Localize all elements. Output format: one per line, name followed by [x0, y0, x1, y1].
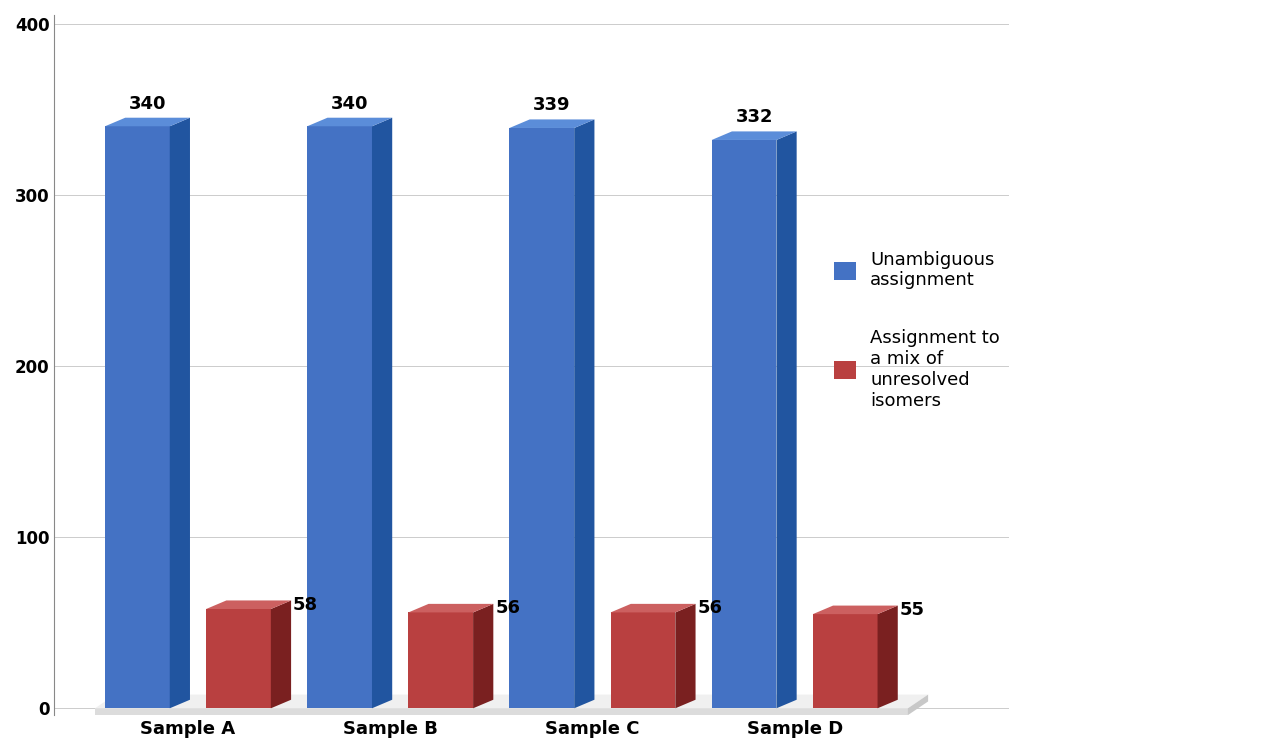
Polygon shape: [206, 600, 291, 609]
Polygon shape: [676, 604, 695, 709]
Polygon shape: [777, 132, 796, 709]
Legend: Unambiguous
assignment, Assignment to
a mix of
unresolved
isomers: Unambiguous assignment, Assignment to a …: [835, 251, 1000, 410]
Text: 340: 340: [129, 95, 166, 113]
Bar: [206, 609, 271, 709]
Polygon shape: [813, 605, 897, 614]
Polygon shape: [878, 605, 897, 709]
Polygon shape: [611, 604, 695, 612]
Polygon shape: [509, 120, 594, 128]
Text: 58: 58: [293, 596, 319, 614]
Text: 56: 56: [495, 599, 521, 617]
Polygon shape: [271, 600, 291, 709]
Polygon shape: [408, 604, 493, 612]
Bar: [307, 127, 372, 709]
Polygon shape: [575, 120, 594, 709]
Text: 56: 56: [698, 599, 723, 617]
Text: 339: 339: [534, 96, 571, 114]
Bar: [611, 612, 676, 709]
Text: 332: 332: [736, 108, 773, 127]
Polygon shape: [474, 604, 493, 709]
Bar: [712, 140, 777, 709]
Text: 340: 340: [332, 95, 369, 113]
Polygon shape: [105, 117, 189, 127]
Text: 55: 55: [900, 601, 924, 619]
Bar: [105, 127, 170, 709]
Polygon shape: [372, 117, 392, 709]
Bar: [813, 614, 878, 709]
Polygon shape: [307, 117, 392, 127]
Polygon shape: [908, 694, 928, 715]
Bar: [509, 128, 575, 709]
Polygon shape: [170, 117, 189, 709]
Polygon shape: [712, 132, 796, 140]
Bar: [95, 709, 908, 715]
Polygon shape: [95, 694, 928, 709]
Bar: [408, 612, 474, 709]
